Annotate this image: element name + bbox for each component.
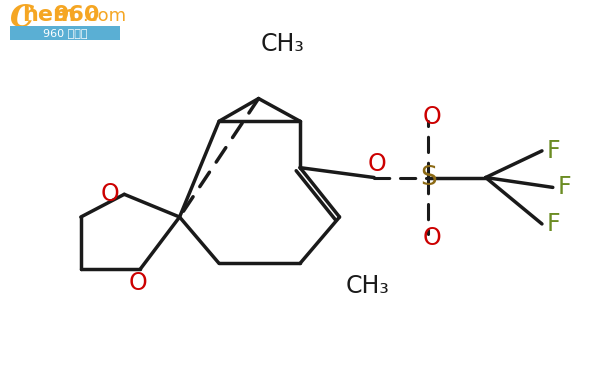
Text: O: O bbox=[101, 182, 120, 206]
FancyBboxPatch shape bbox=[10, 27, 120, 40]
Text: 960 化工网: 960 化工网 bbox=[43, 28, 87, 38]
Text: C: C bbox=[10, 3, 34, 34]
Text: F: F bbox=[558, 176, 572, 200]
Text: O: O bbox=[129, 271, 148, 295]
Text: CH₃: CH₃ bbox=[260, 32, 304, 56]
Text: S: S bbox=[420, 165, 437, 190]
Text: .com: .com bbox=[82, 7, 126, 25]
Text: 960: 960 bbox=[54, 4, 100, 25]
Text: hem: hem bbox=[22, 4, 77, 25]
Text: O: O bbox=[368, 152, 387, 176]
Text: O: O bbox=[423, 226, 442, 250]
Text: F: F bbox=[547, 139, 561, 163]
Text: CH₃: CH₃ bbox=[345, 274, 389, 298]
Text: O: O bbox=[423, 105, 442, 129]
Text: F: F bbox=[547, 212, 561, 236]
